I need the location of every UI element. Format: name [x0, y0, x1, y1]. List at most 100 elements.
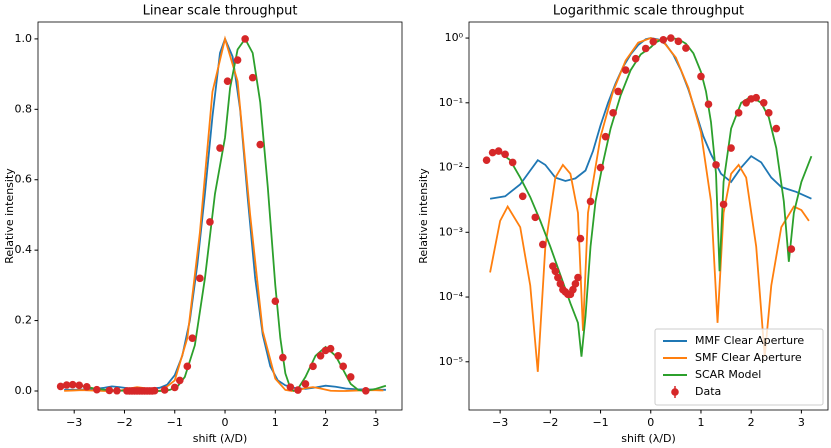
- x-tick-label: 2: [748, 416, 755, 429]
- legend-label: SMF Clear Aperture: [695, 351, 802, 364]
- data-point: [316, 351, 325, 360]
- data-point: [68, 380, 77, 389]
- x-tick-label: 0: [647, 416, 654, 429]
- data-point: [674, 37, 683, 46]
- data-point: [301, 380, 310, 388]
- x-axis-label: shift (λ/D): [621, 432, 676, 445]
- data-point: [586, 197, 595, 206]
- data-point: [105, 386, 114, 395]
- data-point: [571, 280, 580, 288]
- y-tick-label: 10⁻⁴: [439, 290, 464, 303]
- data-point: [494, 147, 503, 155]
- data-point: [334, 351, 342, 360]
- plot-area: [482, 34, 813, 372]
- legend-marker: [671, 388, 679, 396]
- data-point: [488, 148, 497, 157]
- data-point: [576, 234, 585, 243]
- y-tick-label: 0.4: [15, 243, 33, 256]
- data-point: [596, 163, 605, 172]
- data-point: [271, 297, 280, 306]
- data-point: [113, 386, 121, 395]
- y-tick-label: 10⁰: [445, 31, 464, 44]
- data-point: [727, 144, 735, 152]
- legend-box: [654, 328, 824, 406]
- data-point: [170, 383, 179, 392]
- data-point: [609, 109, 617, 117]
- data-point: [574, 273, 582, 282]
- data-point: [554, 273, 562, 282]
- axes-frame: [468, 21, 829, 411]
- data-point: [326, 344, 335, 353]
- data-point: [752, 93, 760, 102]
- data-point: [150, 386, 159, 395]
- y-tick-label: 0.2: [15, 314, 33, 327]
- y-axis-label: Relative intensity: [417, 168, 430, 264]
- y-axis-label: Relative intensity: [3, 168, 16, 264]
- data-point: [759, 99, 768, 107]
- plot-area: [56, 35, 387, 395]
- data-point: [772, 124, 781, 133]
- data-point: [531, 213, 540, 222]
- data-point: [216, 144, 224, 152]
- data-point: [621, 66, 630, 74]
- axes-frame: [37, 21, 403, 411]
- x-tick-label: 0: [222, 416, 229, 429]
- x-tick-label: 1: [697, 416, 704, 429]
- y-tick-label: 0.6: [15, 173, 33, 186]
- x-tick-label: 3: [372, 416, 379, 429]
- data-point: [539, 240, 547, 249]
- data-point: [508, 158, 517, 167]
- data-point: [309, 362, 317, 371]
- y-tick-label: 0.0: [15, 384, 33, 397]
- data-point: [704, 100, 713, 109]
- data-point: [188, 334, 197, 342]
- data-point: [551, 267, 560, 276]
- data-point: [223, 77, 232, 85]
- data-point: [346, 373, 355, 381]
- data-point: [196, 274, 204, 283]
- line: [64, 35, 384, 392]
- x-axis-label: shift (λ/D): [193, 432, 248, 445]
- axes: Logarithmic scale throughput shift (λ/D) R…: [417, 4, 829, 445]
- legend-label: Data: [695, 385, 721, 398]
- y-tick-label: 1.0: [15, 32, 33, 45]
- line: [489, 37, 813, 357]
- data-point: [339, 362, 347, 371]
- data-point: [256, 140, 265, 149]
- data-point: [279, 353, 287, 362]
- y-tick-label: 10⁻⁵: [439, 355, 463, 368]
- legend-label: MMF Clear Aperture: [695, 334, 804, 347]
- data-point: [56, 382, 65, 391]
- chart-title: Linear scale throughput: [143, 4, 298, 19]
- x-tick-label: 2: [322, 416, 329, 429]
- data-point: [518, 192, 527, 201]
- data-point: [286, 383, 295, 391]
- data-point: [206, 218, 214, 226]
- data-point: [631, 54, 640, 63]
- data-point: [641, 44, 650, 53]
- line: [64, 37, 387, 392]
- data-point: [233, 56, 242, 64]
- legend: MMF Clear Aperture SMF Clear Aperture SCAR…: [654, 328, 824, 406]
- line: [489, 37, 812, 200]
- data-point: [501, 150, 509, 159]
- x-tick-label: −1: [592, 416, 608, 429]
- data-point: [719, 200, 728, 209]
- data-point: [362, 386, 370, 395]
- chart-title: Logarithmic scale throughput: [553, 4, 744, 19]
- data-point: [649, 37, 658, 46]
- x-tick-label: −3: [492, 416, 508, 429]
- data-point: [183, 362, 192, 371]
- data-point: [241, 35, 249, 43]
- y-tick-label: 10⁻²: [439, 161, 463, 174]
- line: [64, 36, 386, 391]
- data-point: [787, 245, 796, 253]
- data-point: [764, 109, 773, 117]
- axes: Linear scale throughput shift (λ/D) Relati…: [3, 4, 403, 445]
- data-point: [556, 280, 565, 288]
- data-point: [614, 87, 622, 96]
- data-point: [697, 72, 705, 81]
- data-point: [75, 381, 84, 390]
